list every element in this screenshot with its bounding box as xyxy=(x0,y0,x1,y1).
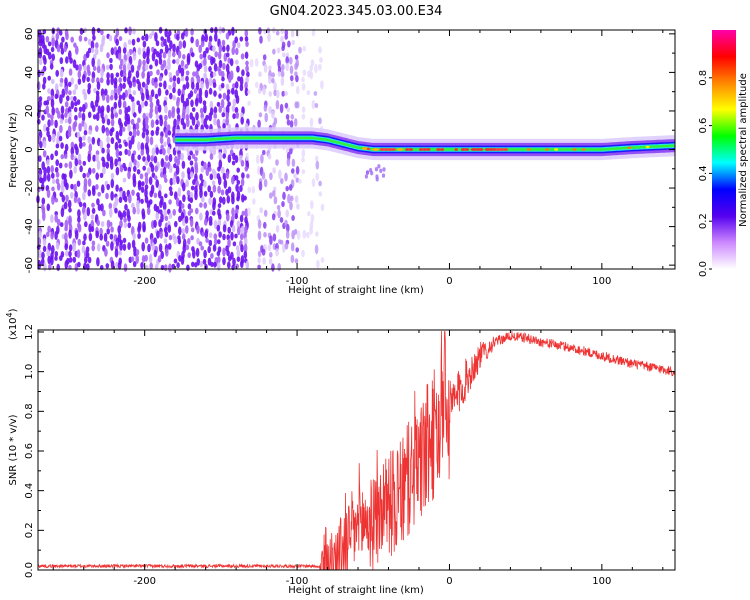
spec-xtick-label: -100 xyxy=(286,276,309,287)
colorbar-tick-label: 0.2 xyxy=(698,213,709,229)
spec-ytick-label: -40 xyxy=(24,218,35,234)
snr-xtick-label: -100 xyxy=(286,576,309,587)
spec-xtick-label: 100 xyxy=(592,276,611,287)
snr-panel: -200 -100 0 100 0.0 0.2 0.4 0.6 0.8 1.0 1.2 Height… xyxy=(5,308,676,596)
snr-content xyxy=(38,330,675,570)
spectrogram-axes: -200 -100 0 100 60 40 20 0 -20 -40 -60 xyxy=(24,27,675,287)
spectrogram-content xyxy=(36,26,675,273)
snr-xtick-label: 0 xyxy=(446,576,452,587)
snr-ytick-label: 0.4 xyxy=(24,483,35,499)
spec-ytick-label: 0 xyxy=(24,146,35,152)
snr-multiplier-close: ) xyxy=(8,308,19,312)
spectrogram-panel: -200 -100 0 100 60 40 20 0 -20 -40 -60 Height of s… xyxy=(8,26,676,296)
snr-frame xyxy=(37,329,676,571)
colorbar-label: Normalized spectral amplitude xyxy=(738,73,749,227)
spec-ytick-label: 40 xyxy=(24,66,35,79)
spec-xtick-label: 0 xyxy=(446,276,452,287)
colorbar-gradient xyxy=(712,30,736,269)
spec-ytick-label: -60 xyxy=(24,257,35,273)
figure-title: GN04.2023.345.03.00.E34 xyxy=(270,4,443,19)
spec-ytick-label: 60 xyxy=(24,27,35,40)
colorbar-tick-label: 0.8 xyxy=(698,70,709,86)
snr-ytick-label: 0.8 xyxy=(24,403,35,419)
colorbar-tick-label: 0.6 xyxy=(698,118,709,134)
spectrogram-ylabel: Frequency (Hz) xyxy=(8,112,19,188)
snr-ytick-label: 0.2 xyxy=(24,522,35,538)
spec-xtick-label: -200 xyxy=(133,276,156,287)
colorbar-tick-label: 0.0 xyxy=(698,261,709,277)
signal-ridge xyxy=(175,127,675,182)
snr-multiplier: (x104) xyxy=(5,308,19,340)
snr-multiplier-exp: 4 xyxy=(5,312,14,317)
snr-ytick-label: 0.0 xyxy=(24,562,35,578)
snr-multiplier-base: (x10 xyxy=(8,317,19,340)
snr-ytick-label: 1.2 xyxy=(24,324,35,340)
snr-ytick-label: 1.0 xyxy=(24,364,35,380)
snr-axes: -200 -100 0 100 0.0 0.2 0.4 0.6 0.8 1.0 1.2 xyxy=(24,324,675,587)
snr-ytick-label: 0.6 xyxy=(24,443,35,459)
colorbar-ticks: 0.0 0.2 0.4 0.6 0.8 xyxy=(698,70,712,277)
snr-xtick-label: 100 xyxy=(592,576,611,587)
spec-ytick-label: 20 xyxy=(24,105,35,118)
colorbar-tick-label: 0.4 xyxy=(698,165,709,181)
colorbar: 0.0 0.2 0.4 0.6 0.8 Normalized spectral ampl… xyxy=(698,30,749,277)
spectrogram-xlabel: Height of straight line (km) xyxy=(288,285,424,296)
spec-ytick-label: -20 xyxy=(24,180,35,196)
snr-series-line xyxy=(38,330,675,570)
svg-text:(x104): (x104) xyxy=(5,308,19,340)
snr-xlabel: Height of straight line (km) xyxy=(288,585,424,596)
noise-speckles xyxy=(36,26,325,273)
snr-ylabel: SNR (10 * v/v) xyxy=(8,414,19,485)
snr-xtick-label: -200 xyxy=(133,576,156,587)
